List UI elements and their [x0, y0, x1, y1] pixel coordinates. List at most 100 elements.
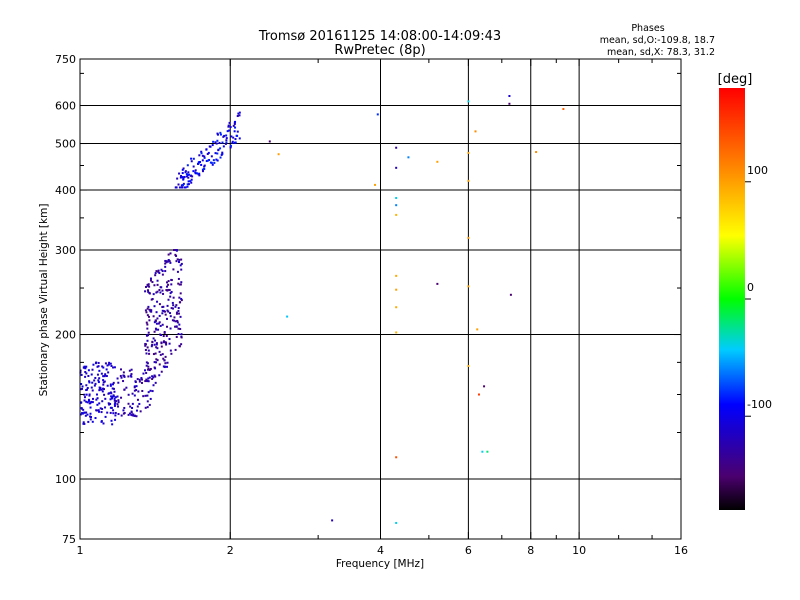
echo-point	[165, 365, 168, 368]
echo-point	[156, 347, 159, 350]
echo-point	[114, 414, 117, 417]
phase-stats-heading: Phases	[631, 23, 664, 34]
echo-point	[177, 333, 180, 336]
echo-point	[99, 407, 102, 410]
echo-point	[147, 283, 150, 286]
echo-point	[149, 279, 152, 282]
echo-point	[149, 277, 152, 280]
echo-point	[154, 352, 157, 355]
echo-point	[91, 381, 94, 384]
echo-point	[106, 411, 109, 414]
echo-point	[105, 375, 108, 378]
echo-point	[286, 315, 289, 318]
echo-point	[173, 316, 176, 319]
echo-point	[158, 374, 161, 377]
echo-point	[166, 260, 169, 263]
echo-point	[227, 125, 230, 128]
echo-point	[148, 376, 151, 379]
echo-point	[186, 183, 189, 186]
echo-point	[166, 281, 169, 284]
echo-point	[184, 186, 187, 189]
echo-point	[154, 375, 157, 378]
echo-point	[189, 174, 192, 177]
echo-point	[159, 353, 162, 356]
echo-point	[114, 401, 117, 404]
echo-point	[87, 398, 90, 401]
y-tick-label: 600	[55, 100, 76, 113]
echo-point	[88, 394, 91, 397]
echo-point	[80, 373, 83, 376]
echo-point	[104, 406, 107, 409]
echo-point	[178, 283, 181, 286]
echo-point	[96, 397, 99, 400]
echo-point	[169, 349, 172, 352]
echo-point	[164, 365, 167, 368]
echo-point	[146, 379, 149, 382]
echo-point	[221, 152, 224, 155]
echo-point	[174, 253, 177, 256]
echo-point	[175, 312, 178, 315]
echo-point	[130, 373, 133, 376]
echo-point	[111, 383, 114, 386]
echo-point	[180, 268, 183, 271]
echo-point	[161, 309, 164, 312]
echo-point	[109, 384, 112, 387]
echo-point	[175, 186, 178, 189]
echo-point	[173, 319, 176, 322]
echo-point	[97, 365, 100, 368]
echo-point	[120, 376, 123, 379]
echo-point	[97, 409, 100, 412]
echo-point	[172, 304, 175, 307]
echo-point	[91, 397, 94, 400]
echo-point	[226, 130, 229, 133]
echo-point	[170, 352, 173, 355]
echo-point	[155, 358, 158, 361]
echo-point	[179, 327, 182, 330]
echo-point	[107, 363, 110, 366]
echo-point	[94, 362, 97, 365]
y-tick-label: 200	[55, 329, 76, 342]
echo-point	[176, 177, 179, 180]
echo-point	[159, 334, 162, 337]
echo-point	[100, 388, 103, 391]
echo-point	[154, 381, 157, 384]
echo-point	[155, 342, 158, 345]
echo-point	[467, 364, 470, 367]
echo-point	[145, 364, 148, 367]
echo-point	[175, 260, 178, 263]
echo-point	[164, 270, 167, 273]
echo-point	[93, 379, 96, 382]
echo-point	[184, 171, 187, 174]
echo-point	[155, 311, 158, 314]
echo-point	[146, 289, 149, 292]
echo-point	[180, 174, 183, 177]
echo-point	[186, 164, 189, 167]
echo-point	[229, 144, 232, 147]
echo-point	[91, 368, 94, 371]
echo-point	[228, 129, 231, 132]
echo-point	[180, 184, 183, 187]
echo-point	[234, 126, 237, 129]
echo-point	[151, 375, 154, 378]
echo-point	[145, 378, 148, 381]
echo-point	[97, 361, 100, 364]
echo-point	[161, 273, 164, 276]
echo-point	[172, 296, 175, 299]
echo-point	[154, 339, 157, 342]
echo-point	[136, 398, 139, 401]
echo-point	[110, 395, 113, 398]
echo-point	[230, 135, 233, 138]
echo-point	[147, 305, 150, 308]
echo-point	[165, 334, 168, 337]
echo-point	[212, 140, 215, 143]
echo-point	[191, 175, 194, 178]
echo-point	[109, 383, 112, 386]
echo-point	[213, 161, 216, 164]
echo-point	[119, 374, 122, 377]
echo-point	[98, 410, 101, 413]
echo-point	[206, 153, 209, 156]
x-tick-label: 4	[377, 544, 384, 557]
echo-point	[509, 293, 512, 296]
echo-point	[172, 307, 175, 310]
echo-point	[194, 169, 197, 172]
